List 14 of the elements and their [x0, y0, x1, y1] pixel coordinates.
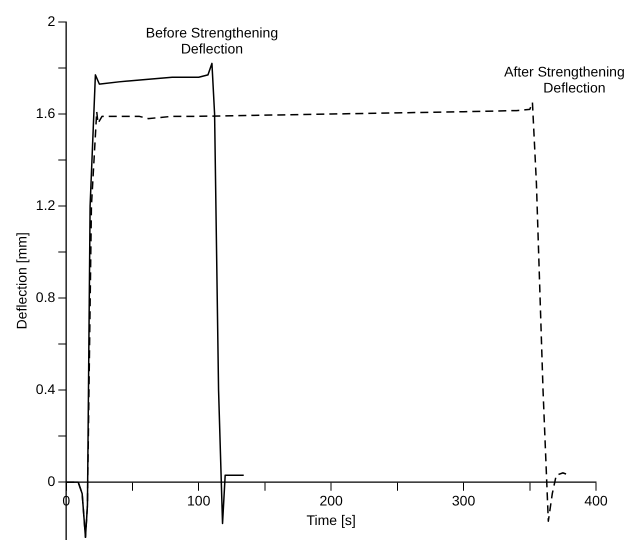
x-tick-label: 200: [319, 492, 344, 508]
y-tick-label: 1.2: [36, 196, 56, 213]
y-tick-label: 1.6: [36, 104, 56, 121]
annotation: Before Strengthening Deflection: [146, 24, 278, 56]
x-tick-label: 300: [452, 492, 476, 508]
y-axis-title: Deflection [mm]: [13, 232, 30, 330]
x-tick-label: 100: [187, 492, 211, 508]
x-axis-title: Time [s]: [306, 512, 356, 528]
x-tick-label: 400: [584, 492, 608, 508]
y-tick-label: 0: [47, 472, 56, 489]
annotation: After Strengthening Deflection: [504, 64, 625, 96]
y-tick-label: 2: [47, 12, 56, 29]
y-tick-label: 0.8: [36, 288, 56, 305]
y-tick-label: 0.4: [36, 380, 56, 397]
